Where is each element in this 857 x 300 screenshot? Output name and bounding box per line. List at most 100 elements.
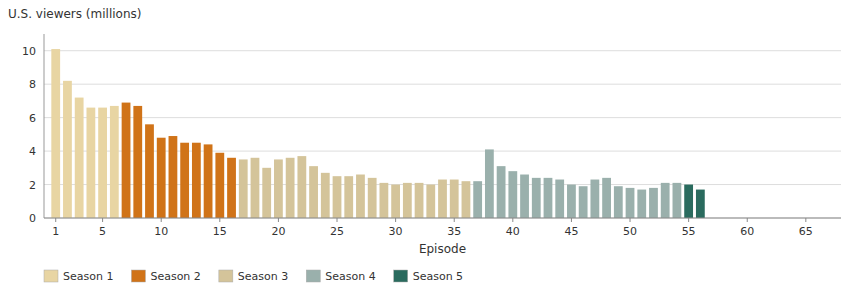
- x-axis-label: Episode: [419, 242, 466, 256]
- bar: [649, 188, 658, 218]
- x-tick-label: 60: [740, 225, 754, 238]
- x-tick: [805, 218, 806, 222]
- grid: [44, 51, 841, 218]
- bar: [227, 158, 236, 218]
- bar: [438, 180, 447, 218]
- legend-swatch: [131, 270, 145, 282]
- bar: [696, 190, 705, 218]
- bar: [579, 186, 588, 218]
- y-tick-label: 8: [29, 78, 36, 91]
- bar: [356, 175, 365, 218]
- bar: [75, 98, 84, 218]
- bar: [333, 176, 342, 218]
- legend: Season 1 Season 2 Season 3 Season 4 Season 5: [44, 270, 463, 283]
- x-tick-label: 20: [271, 225, 285, 238]
- bar: [204, 144, 213, 218]
- y-tick-label: 2: [29, 179, 36, 192]
- x-tick-label: 30: [389, 225, 403, 238]
- x-tick-label: 40: [506, 225, 520, 238]
- bar: [344, 176, 353, 218]
- bar: [661, 183, 670, 218]
- legend-swatch: [44, 270, 58, 282]
- grid-line: [44, 84, 841, 85]
- grid-line: [44, 50, 841, 51]
- legend-label: Season 5: [413, 270, 463, 283]
- x-tick-label: 50: [623, 225, 637, 238]
- x-tick-label: 15: [213, 225, 227, 238]
- legend-label: Season 3: [238, 270, 288, 283]
- bar: [368, 178, 377, 218]
- bar: [98, 108, 107, 218]
- x-tick: [747, 218, 748, 222]
- x-tick-label: 65: [799, 225, 813, 238]
- bar: [485, 149, 494, 218]
- bar: [532, 178, 541, 218]
- bar: [567, 185, 576, 218]
- bar: [321, 173, 330, 218]
- x-tick: [55, 218, 56, 222]
- grid-line: [44, 218, 841, 219]
- bar: [297, 156, 306, 218]
- bar: [180, 143, 189, 218]
- bar: [555, 180, 564, 218]
- legend-label: Season 1: [63, 270, 113, 283]
- bar: [145, 124, 154, 218]
- bar: [215, 153, 224, 218]
- bar: [157, 138, 166, 218]
- bar: [450, 180, 459, 218]
- y-tick-label: 4: [29, 145, 36, 158]
- bar: [473, 181, 482, 218]
- x-tick: [395, 218, 396, 222]
- bar: [192, 143, 201, 218]
- legend-label: Season 4: [325, 270, 375, 283]
- bar: [110, 106, 119, 218]
- bar: [63, 81, 72, 218]
- bars: [51, 49, 704, 218]
- bar: [51, 49, 60, 218]
- bar: [262, 168, 271, 218]
- bar: [403, 183, 412, 218]
- bar: [415, 183, 424, 218]
- x-tick-label: 5: [99, 225, 106, 238]
- legend-swatch: [306, 270, 320, 282]
- bar: [614, 186, 623, 218]
- bar: [391, 185, 400, 218]
- x-tick: [161, 218, 162, 222]
- x-tick: [688, 218, 689, 222]
- bar: [380, 183, 389, 218]
- bar: [239, 159, 248, 218]
- bar: [544, 178, 553, 218]
- x-tick: [512, 218, 513, 222]
- x-tick-label: 35: [447, 225, 461, 238]
- bar: [602, 178, 611, 218]
- x-tick: [571, 218, 572, 222]
- bar: [286, 158, 295, 218]
- x-tick-label: 10: [154, 225, 168, 238]
- bar: [86, 108, 95, 218]
- bar: [274, 159, 283, 218]
- chart: U.S. viewers (millions)02468101510152025…: [0, 0, 857, 300]
- bar: [508, 171, 517, 218]
- bar: [426, 185, 435, 218]
- grid-line: [44, 117, 841, 118]
- bar: [626, 188, 635, 218]
- bar: [462, 181, 471, 218]
- x-tick: [337, 218, 338, 222]
- legend-label: Season 2: [150, 270, 200, 283]
- y-tick-label: 10: [22, 45, 36, 58]
- bar: [122, 103, 131, 218]
- x-tick: [454, 218, 455, 222]
- legend-swatch: [394, 270, 408, 282]
- x-tick: [102, 218, 103, 222]
- bar: [673, 183, 682, 218]
- y-tick-label: 0: [29, 212, 36, 225]
- bar: [497, 166, 506, 218]
- y-axis-label: U.S. viewers (millions): [8, 7, 141, 21]
- y-axis-line: [44, 34, 45, 218]
- bar: [637, 190, 646, 218]
- x-tick-label: 1: [52, 225, 59, 238]
- x-tick-label: 45: [564, 225, 578, 238]
- x-tick: [278, 218, 279, 222]
- bar: [169, 136, 178, 218]
- bar: [251, 158, 260, 218]
